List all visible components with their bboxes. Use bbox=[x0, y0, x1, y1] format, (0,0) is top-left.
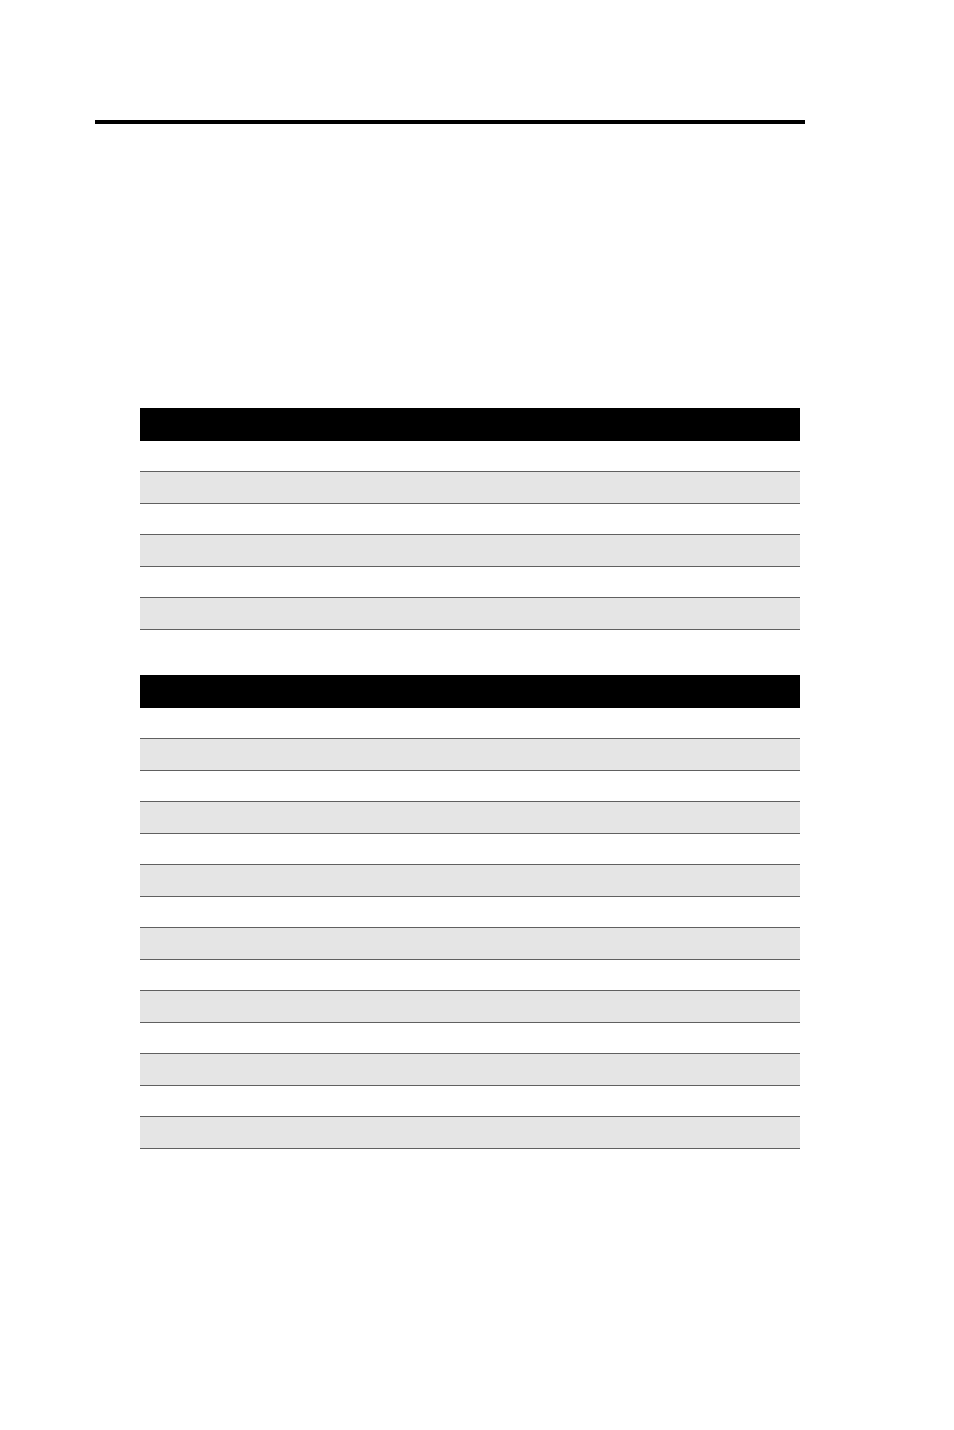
field-input-1-1[interactable] bbox=[140, 471, 800, 504]
field-input-2-2[interactable] bbox=[140, 801, 800, 834]
field-1-1 bbox=[140, 471, 800, 504]
section-header-2 bbox=[140, 675, 800, 708]
field-input-2-1[interactable] bbox=[140, 738, 800, 771]
field-1-2 bbox=[140, 534, 800, 567]
field-input-1-3[interactable] bbox=[140, 597, 800, 630]
field-input-2-7[interactable] bbox=[140, 1116, 800, 1149]
field-input-2-4[interactable] bbox=[140, 927, 800, 960]
field-input-2-6[interactable] bbox=[140, 1053, 800, 1086]
field-2-6 bbox=[140, 1053, 800, 1086]
section-header-1 bbox=[140, 408, 800, 441]
field-input-2-3[interactable] bbox=[140, 864, 800, 897]
field-2-1 bbox=[140, 738, 800, 771]
form-area bbox=[140, 408, 800, 1149]
field-2-2 bbox=[140, 801, 800, 834]
page bbox=[0, 0, 954, 1430]
field-2-7 bbox=[140, 1116, 800, 1149]
field-input-2-5[interactable] bbox=[140, 990, 800, 1023]
field-input-1-2[interactable] bbox=[140, 534, 800, 567]
field-1-3 bbox=[140, 597, 800, 630]
field-2-3 bbox=[140, 864, 800, 897]
section-gap bbox=[140, 630, 800, 675]
field-2-4 bbox=[140, 927, 800, 960]
field-2-5 bbox=[140, 990, 800, 1023]
top-rule bbox=[95, 120, 805, 124]
